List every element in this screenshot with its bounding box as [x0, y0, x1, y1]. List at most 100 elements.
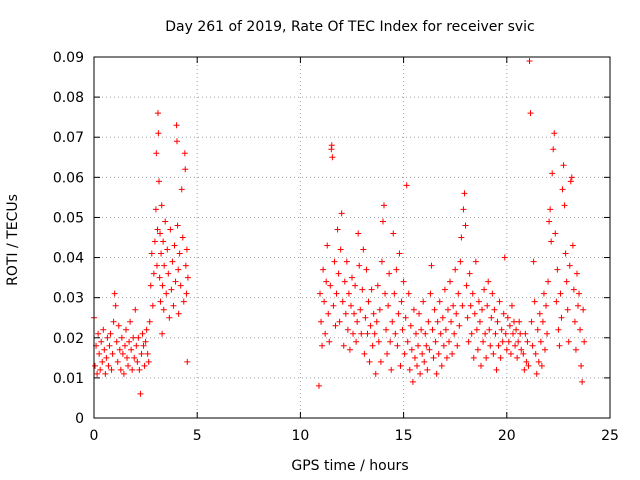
data-point: [352, 282, 359, 289]
data-point: [400, 278, 407, 285]
data-point: [341, 278, 348, 285]
data-point: [105, 362, 112, 369]
data-point: [176, 250, 183, 257]
data-point: [156, 274, 163, 281]
data-point: [567, 178, 574, 185]
data-point: [167, 226, 174, 233]
data-point: [511, 318, 518, 325]
y-tick-label: 0.07: [53, 130, 84, 146]
data-point: [351, 310, 358, 317]
data-point: [409, 378, 416, 385]
data-point: [384, 350, 391, 357]
data-point: [149, 302, 156, 309]
data-point: [109, 350, 116, 357]
data-point: [454, 342, 461, 349]
data-point: [458, 234, 465, 241]
data-point: [581, 338, 588, 345]
data-point: [577, 326, 584, 333]
data-point: [535, 358, 542, 365]
data-point: [373, 318, 380, 325]
data-point: [364, 330, 371, 337]
data-point: [478, 362, 484, 369]
data-point: [393, 266, 400, 273]
data-point: [331, 258, 338, 265]
data-point: [463, 282, 470, 289]
data-point: [335, 270, 342, 277]
data-point: [525, 362, 532, 369]
data-point: [162, 218, 169, 225]
data-point: [513, 326, 520, 333]
data-point: [148, 250, 155, 257]
data-point: [494, 318, 501, 325]
data-point: [496, 298, 503, 305]
data-point: [332, 322, 339, 329]
data-point: [426, 346, 433, 353]
data-point: [138, 350, 145, 357]
data-point: [441, 286, 448, 293]
data-point: [102, 370, 109, 377]
data-point: [531, 298, 538, 305]
x-axis-label: GPS time / hours: [291, 458, 408, 474]
data-point: [380, 202, 387, 209]
data-point: [95, 330, 102, 337]
data-point: [563, 278, 570, 285]
data-point: [470, 354, 477, 361]
data-point: [554, 266, 561, 273]
data-point: [398, 298, 405, 305]
data-point: [474, 346, 481, 353]
data-point: [527, 110, 534, 117]
data-point: [430, 354, 437, 361]
data-point: [336, 318, 343, 325]
data-point: [534, 326, 541, 333]
data-point: [502, 330, 509, 337]
data-point: [172, 278, 179, 285]
data-point: [127, 318, 134, 325]
data-point: [121, 342, 128, 349]
data-point: [493, 366, 500, 373]
data-point: [378, 258, 385, 265]
data-point: [144, 350, 151, 357]
data-point: [365, 298, 372, 305]
data-point: [173, 122, 180, 129]
data-point: [182, 262, 189, 269]
data-point: [175, 310, 182, 317]
data-point: [488, 314, 495, 321]
data-point: [557, 290, 564, 297]
data-point: [362, 314, 369, 321]
y-tick-label: 0.08: [53, 90, 84, 106]
data-point: [551, 130, 558, 137]
data-point: [317, 290, 324, 297]
data-point: [357, 306, 364, 313]
data-point: [553, 298, 560, 305]
data-point: [552, 230, 559, 237]
data-point: [166, 314, 173, 321]
data-point: [452, 266, 459, 273]
data-point: [153, 150, 160, 157]
data-point: [96, 350, 103, 357]
data-point: [526, 58, 533, 65]
data-point: [439, 314, 446, 321]
data-point: [97, 366, 104, 373]
data-point: [543, 302, 550, 309]
data-point: [360, 246, 367, 253]
data-point: [338, 210, 345, 217]
data-point: [504, 314, 511, 321]
data-point: [545, 278, 552, 285]
data-point: [361, 350, 368, 357]
data-point: [375, 338, 382, 345]
data-point: [156, 178, 163, 185]
data-point: [126, 338, 133, 345]
data-point: [529, 342, 536, 349]
data-point: [512, 342, 519, 349]
data-point: [522, 330, 529, 337]
data-point: [520, 350, 527, 357]
data-point: [367, 322, 374, 329]
data-point: [415, 342, 422, 349]
data-point: [157, 230, 164, 237]
data-point: [550, 146, 557, 153]
data-point: [561, 202, 568, 209]
data-point: [427, 290, 434, 297]
data-point: [114, 358, 121, 365]
data-point: [407, 322, 414, 329]
data-point: [419, 350, 426, 357]
